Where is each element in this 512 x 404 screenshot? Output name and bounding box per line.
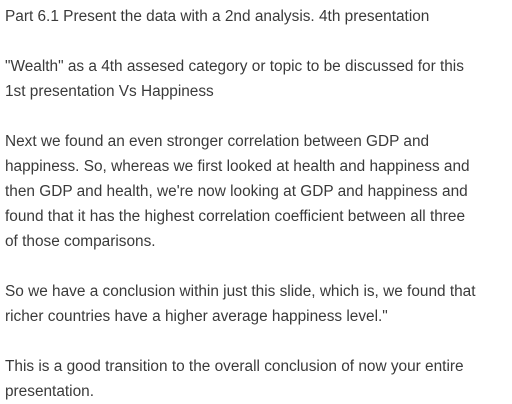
text-line: So we have a conclusion within just this… — [5, 283, 476, 300]
text-line: happiness. So, whereas we first looked a… — [5, 158, 470, 175]
heading-paragraph: Part 6.1 Present the data with a 2nd ana… — [5, 4, 508, 29]
text-line: 1st presentation Vs Happiness — [5, 83, 214, 100]
text-line: richer countries have a higher average h… — [5, 308, 388, 325]
text-line: found that it has the highest correlatio… — [5, 208, 466, 225]
text-line: "Wealth" as a 4th assesed category or to… — [5, 58, 464, 75]
text-line: of those comparisons. — [5, 233, 156, 250]
heading-line: Part 6.1 Present the data with a 2nd ana… — [5, 8, 430, 25]
text-line: This is a good transition to the overall… — [5, 358, 464, 375]
paragraph-conclusion: So we have a conclusion within just this… — [5, 279, 508, 329]
text-line: then GDP and health, we're now looking a… — [5, 183, 468, 200]
text-line: Next we found an even stronger correlati… — [5, 133, 430, 150]
paragraph-gdp-correlation: Next we found an even stronger correlati… — [5, 129, 508, 254]
paragraph-transition: This is a good transition to the overall… — [5, 354, 508, 404]
document-body: Part 6.1 Present the data with a 2nd ana… — [5, 4, 508, 404]
text-line: presentation. — [5, 383, 94, 400]
paragraph-wealth-topic: "Wealth" as a 4th assesed category or to… — [5, 54, 508, 104]
